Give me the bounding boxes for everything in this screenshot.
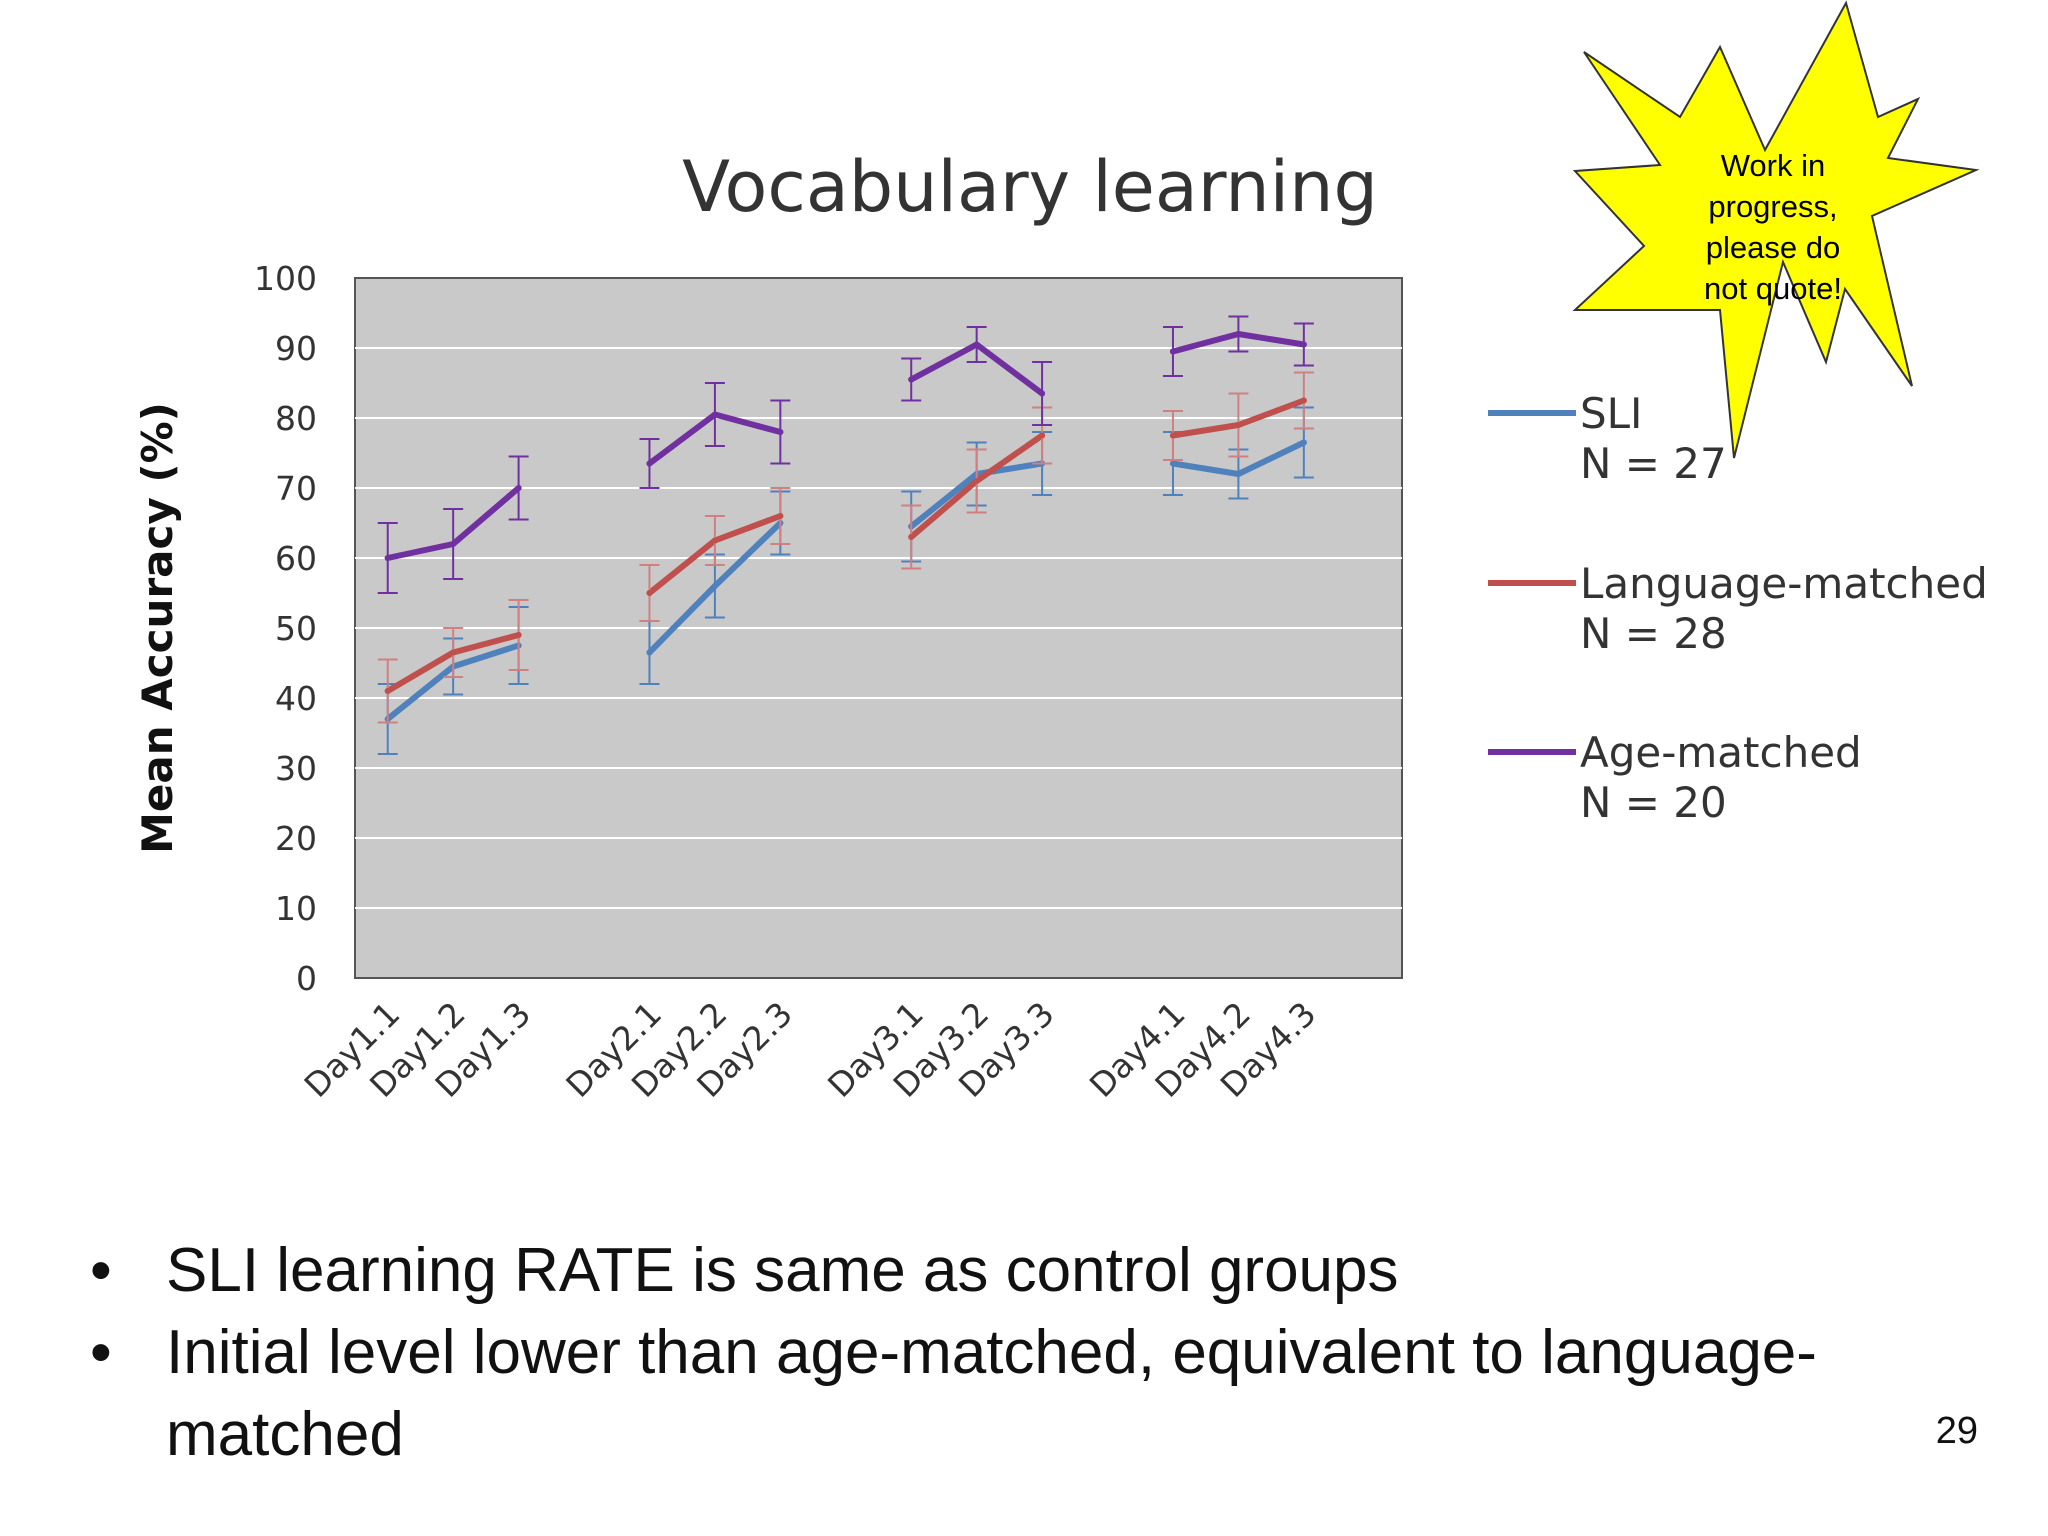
bullet-marker: •	[90, 1318, 112, 1387]
data-point-language-matched	[908, 534, 915, 540]
y-tick-label: 40	[275, 679, 317, 718]
burst-line-1: Work in	[1721, 148, 1826, 183]
data-point-age-matched	[777, 429, 784, 435]
bullet-item: • SLI learning RATE is same as control gr…	[80, 1230, 1880, 1312]
bullet-marker: •	[90, 1236, 112, 1305]
legend-label-language-matched: Language-matched	[1580, 559, 1988, 608]
data-point-age-matched	[973, 341, 980, 348]
legend-n-sli: N = 27	[1580, 439, 1727, 488]
legend-label-sli: SLI	[1580, 389, 1642, 438]
burst-shape	[1572, 0, 1980, 459]
data-point-language-matched	[384, 688, 391, 694]
chart-title: Vocabulary learning	[682, 146, 1378, 228]
bullet-text: Initial level lower than age-matched, eq…	[166, 1318, 1817, 1469]
data-point-language-matched	[1169, 432, 1176, 439]
data-point-language-matched	[646, 590, 653, 596]
data-point-age-matched	[1039, 390, 1046, 397]
y-tick-label: 10	[275, 889, 317, 928]
data-point-language-matched	[1235, 422, 1242, 428]
legend: SLI N = 27 Language-matched N = 28 Age-m…	[1488, 389, 1988, 827]
data-point-sli	[1169, 460, 1176, 467]
data-point-language-matched	[973, 478, 980, 484]
y-tick-label: 20	[275, 819, 317, 858]
data-point-age-matched	[450, 541, 457, 547]
data-point-sli	[711, 583, 718, 589]
burst-line-3: please do	[1706, 230, 1840, 265]
legend-n-language-matched: N = 28	[1580, 609, 1727, 658]
data-point-language-matched	[450, 649, 457, 656]
y-tick-label: 60	[275, 539, 317, 578]
data-point-age-matched	[1235, 331, 1242, 337]
gridlines	[355, 347, 1402, 909]
bullet-text: SLI learning RATE is same as control gro…	[166, 1236, 1399, 1305]
series	[377, 315, 1314, 755]
data-point-language-matched	[1039, 432, 1046, 439]
data-point-age-matched	[908, 376, 915, 383]
data-point-sli	[646, 649, 653, 656]
y-tick-label: 100	[254, 259, 317, 298]
burst-line-2: progress,	[1708, 189, 1837, 224]
bullet-item: • Initial level lower than age-matched, e…	[80, 1312, 1880, 1476]
page-number: 29	[1935, 1410, 1978, 1452]
y-tick-label: 80	[275, 399, 317, 438]
series-language-matched	[377, 371, 1314, 724]
data-point-sli	[1235, 471, 1242, 477]
burst-line-4: not quote!	[1704, 271, 1842, 306]
legend-n-age-matched: N = 20	[1580, 778, 1727, 827]
legend-label-age-matched: Age-matched	[1580, 728, 1862, 777]
data-point-language-matched	[711, 537, 718, 544]
data-point-language-matched	[515, 632, 522, 638]
y-tick-label: 70	[275, 469, 317, 508]
y-tick-label: 90	[275, 329, 317, 368]
y-tick-label: 0	[296, 959, 317, 998]
data-point-sli	[1300, 439, 1307, 446]
data-point-age-matched	[711, 411, 718, 418]
y-axis-label: Mean Accuracy (%)	[133, 402, 182, 854]
y-tick-label: 50	[275, 609, 317, 648]
data-point-language-matched	[1300, 397, 1307, 404]
data-point-language-matched	[777, 513, 784, 519]
y-axis-ticks: 0 10 20 30 40 50 60 70 80 90 100	[254, 259, 317, 998]
work-in-progress-burst: Work in progress, please do not quote!	[1572, 0, 1980, 459]
data-point-age-matched	[1300, 341, 1307, 348]
data-point-age-matched	[646, 460, 653, 467]
bullet-list: • SLI learning RATE is same as control gr…	[80, 1230, 1880, 1476]
data-point-age-matched	[515, 485, 522, 491]
data-point-age-matched	[384, 555, 391, 561]
data-point-age-matched	[1169, 348, 1176, 355]
y-tick-label: 30	[275, 749, 317, 788]
series-age-matched	[377, 315, 1314, 594]
